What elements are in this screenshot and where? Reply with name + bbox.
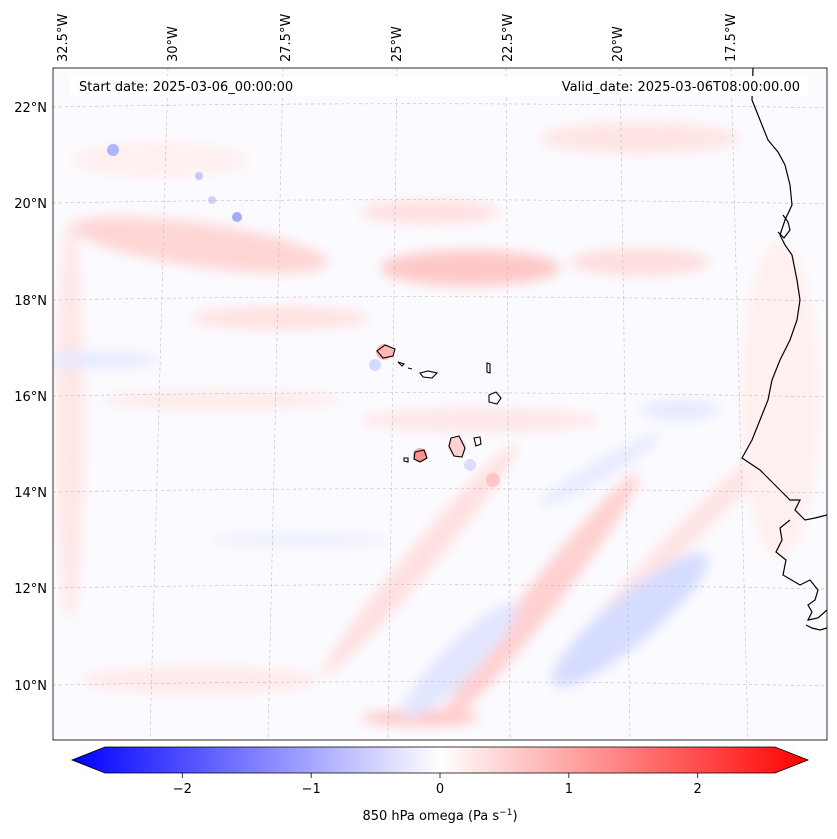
colorbar-tick-label: −2 (173, 782, 192, 797)
lon-label: 22.5°W (501, 14, 516, 62)
lat-label: 18°N (14, 294, 47, 309)
map-frame (52, 67, 828, 741)
cape-verde-islands (376, 344, 502, 463)
island-brava (403, 457, 409, 463)
colorbar-tick-label: 0 (436, 782, 444, 797)
lat-label: 20°N (14, 197, 47, 212)
omega-field (53, 122, 820, 727)
date-label-box (70, 76, 808, 96)
lon-label: 32.5°W (56, 14, 71, 62)
latitude-labels: 22°N 20°N 18°N 16°N 14°N 12°N 10°N (14, 101, 47, 694)
colorbar-tick-label: 2 (694, 782, 702, 797)
lon-label: 17.5°W (724, 14, 739, 62)
colorbar-tick-label: −1 (302, 782, 321, 797)
map-panel: Start date: 2025-03-06_00:00:00 Valid_da… (52, 67, 828, 741)
start-date-label: Start date: 2025-03-06_00:00:00 (79, 80, 293, 95)
coast-inlet (777, 214, 791, 239)
island-santiago (448, 435, 466, 458)
lat-label: 14°N (14, 486, 47, 501)
longitude-labels: 32.5°W 30°W 27.5°W 25°W 22.5°W 20°W 17.5… (56, 14, 739, 62)
island-maio (473, 436, 482, 447)
lon-label: 27.5°W (279, 14, 294, 62)
lon-label: 25°W (390, 26, 405, 62)
colorbar: −2 −1 0 1 2 850 hPa omega (Pa s−1) (70, 746, 810, 824)
gridlines (53, 68, 827, 740)
valid-date-label: Valid_date: 2025-03-06T08:00:00.00 (562, 80, 800, 95)
colorbar-outline (70, 746, 810, 774)
africa-coast (741, 68, 827, 521)
colorbar-gradient (72, 747, 808, 773)
island-fogo (413, 449, 428, 463)
colorbar-ticks: −2 −1 0 1 2 (173, 773, 702, 797)
island-santo-antao (376, 344, 396, 359)
island-boa-vista (488, 391, 502, 405)
lat-label: 10°N (14, 679, 47, 694)
colorbar-tick-label: 1 (565, 782, 573, 797)
lon-label: 30°W (166, 26, 181, 62)
coastline (741, 68, 827, 631)
lat-label: 12°N (14, 582, 47, 597)
lon-label: 20°W (611, 26, 626, 62)
lat-label: 16°N (14, 390, 47, 405)
lat-label: 22°N (14, 101, 47, 116)
coast-islands (805, 624, 827, 631)
island-sal (486, 362, 491, 374)
colorbar-label: 850 hPa omega (Pa s−1) (362, 808, 517, 824)
island-sao-nicolau (419, 370, 439, 379)
senegal-guinea-coast (775, 519, 827, 621)
